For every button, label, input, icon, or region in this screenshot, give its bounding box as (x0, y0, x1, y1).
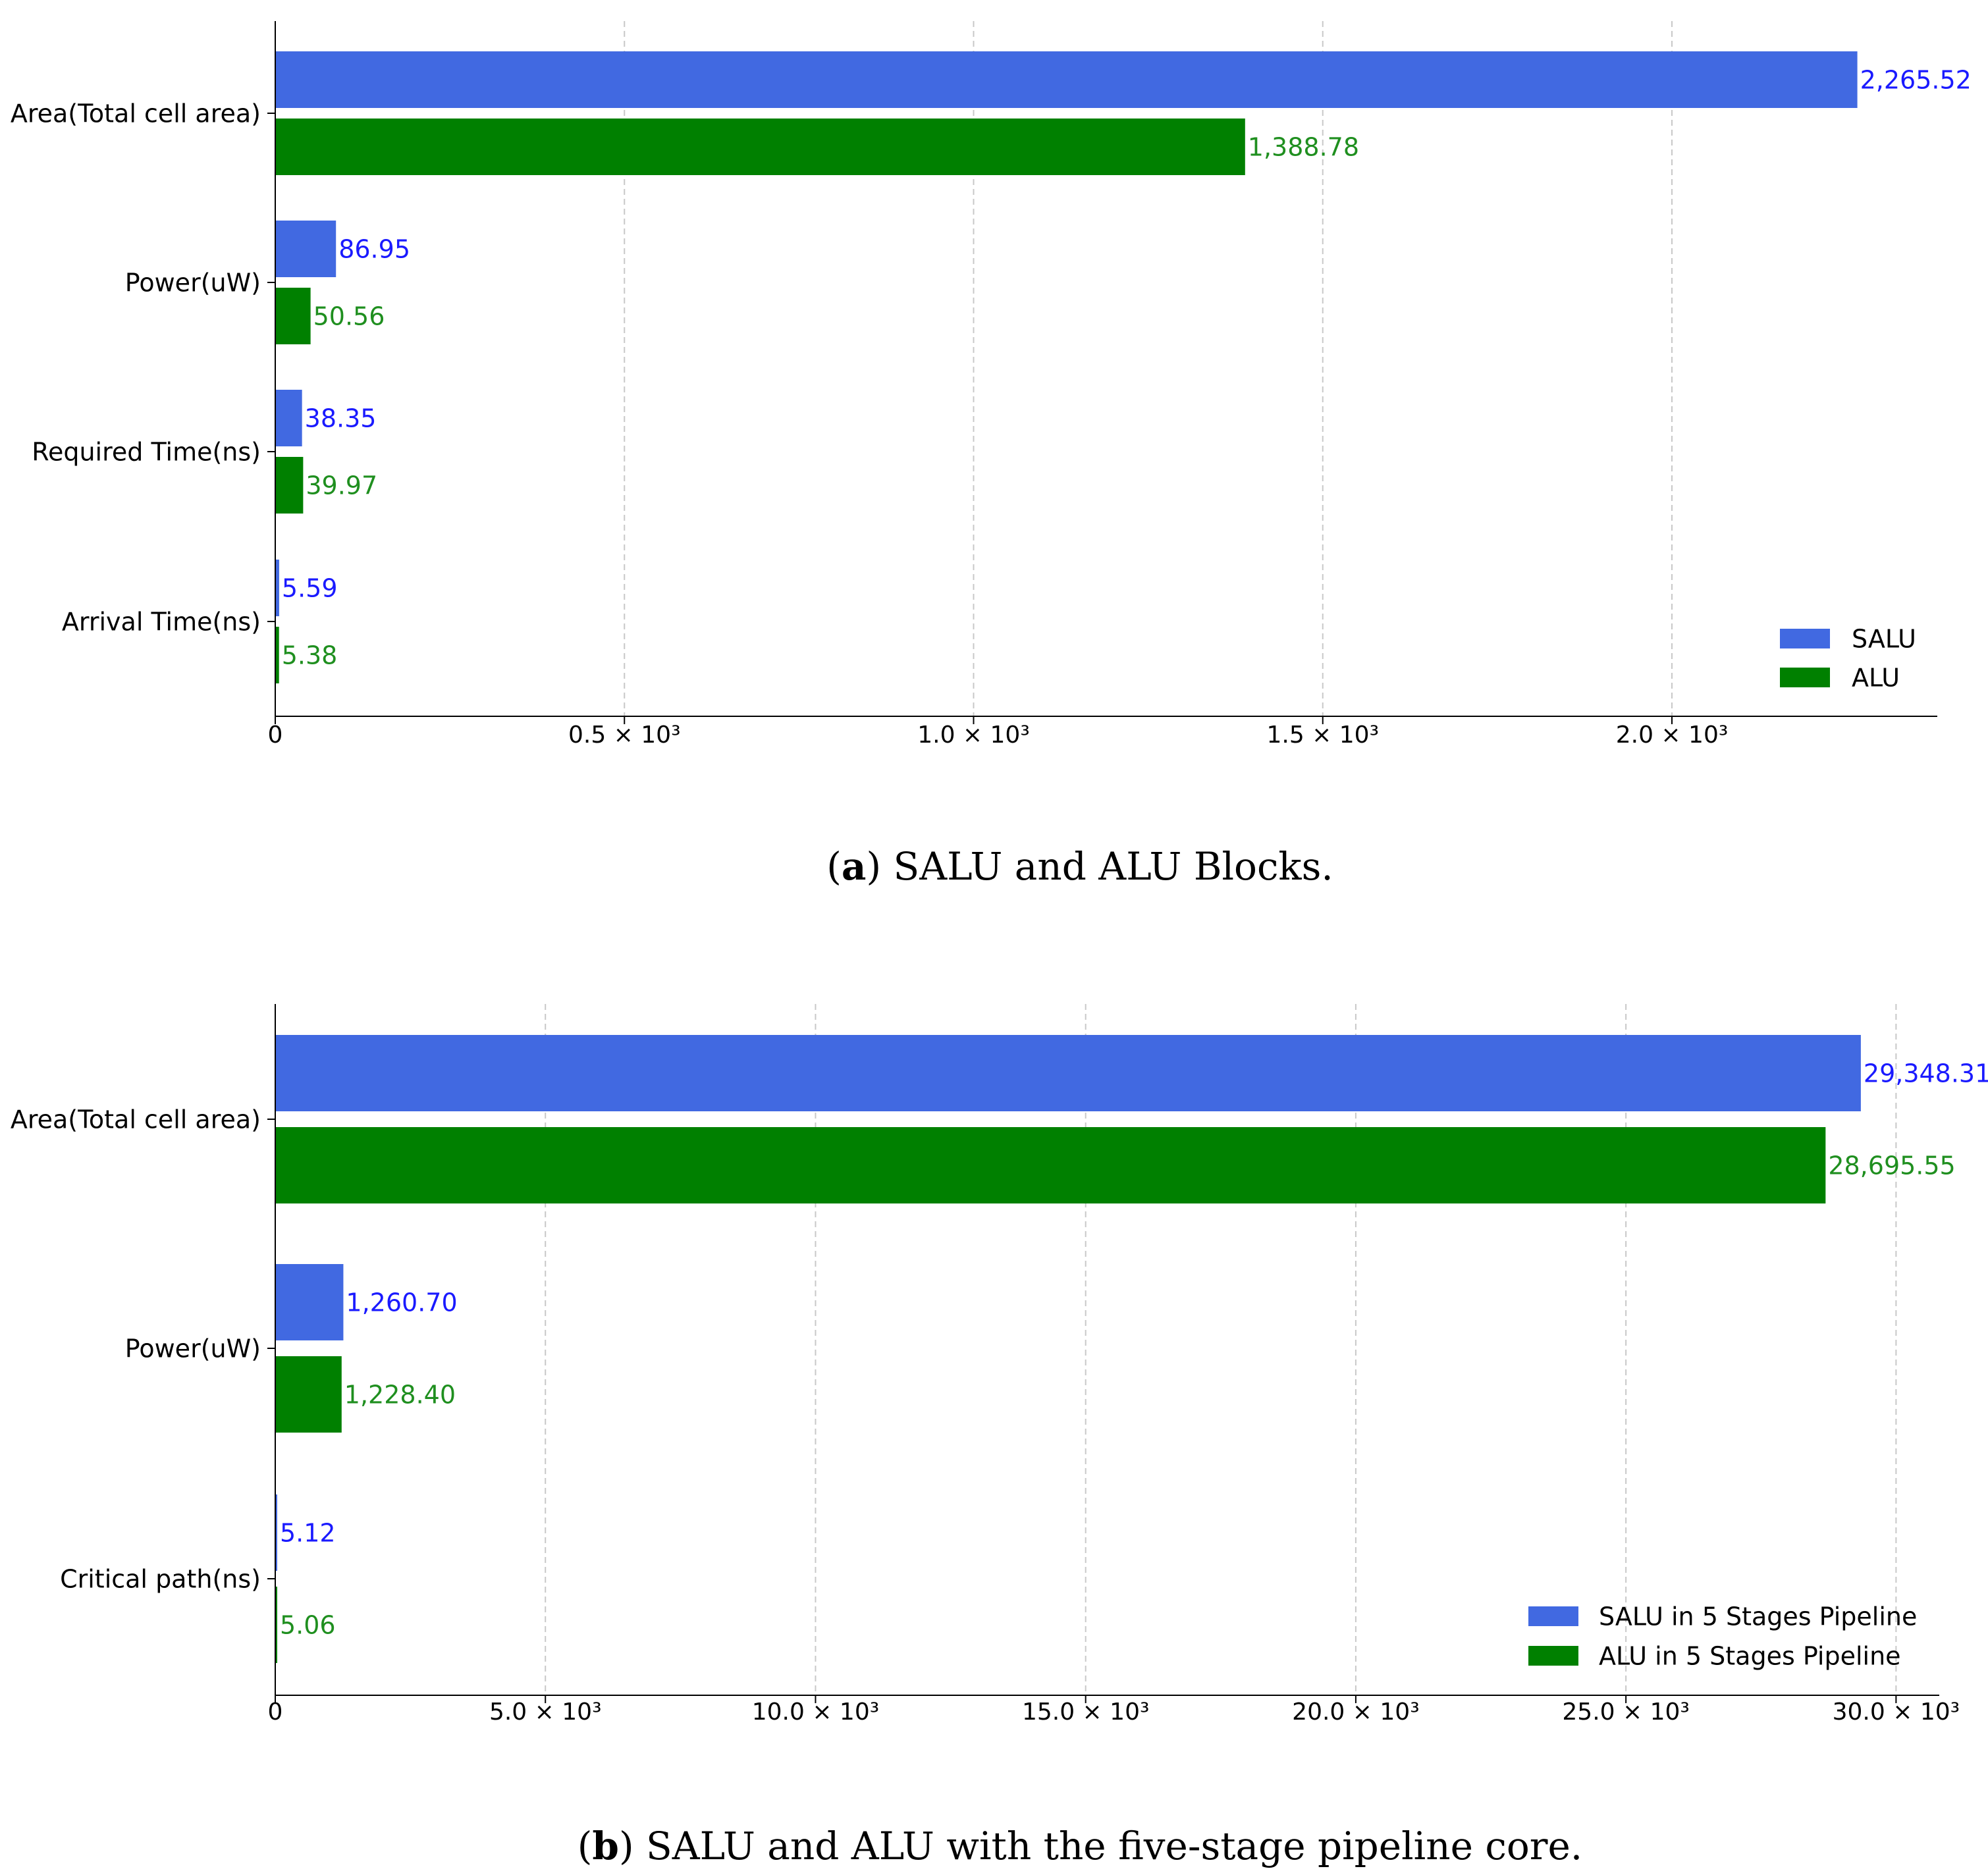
chart-a-bar-s2 (275, 288, 311, 344)
chart-b-xtick-label: 20.0 × 10³ (1292, 1699, 1419, 1726)
chart-a-xtick-label: 1.5 × 10³ (1266, 722, 1379, 749)
chart-b-value-label: 5.12 (280, 1519, 336, 1548)
chart-a-legend-swatch (1780, 629, 1830, 648)
chart-b-bar-s1 (275, 1494, 277, 1571)
chart-a-bar-s1 (275, 221, 336, 277)
chart-a-legend: SALU ALU (1780, 625, 1916, 693)
chart-a-value-label: 5.59 (282, 574, 338, 603)
chart-b-bar-s1 (275, 1035, 1861, 1111)
chart-b-category-label: Critical path(ns) (60, 1565, 261, 1594)
chart-b-value-label: 1,260.70 (346, 1288, 457, 1317)
chart-a-bar-s1 (275, 560, 279, 616)
chart-b-caption: (b) SALU and ALU with the five-stage pip… (578, 1824, 1582, 1868)
chart-a: 2,265.52 1,388.78 86.95 50.56 38.35 39.97 5.59… (11, 21, 1972, 889)
chart-a-category-label: Power(uW) (125, 269, 261, 298)
chart-b-xtick-label: 15.0 × 10³ (1022, 1699, 1149, 1726)
chart-b-legend: SALU in 5 Stages Pipeline ALU in 5 Stages… (1528, 1602, 1917, 1671)
chart-b-category-label: Area(Total cell area) (11, 1105, 261, 1134)
chart-b-legend-swatch (1528, 1646, 1578, 1666)
chart-a-value-label: 39.97 (306, 471, 377, 500)
chart-b-xtick-label: 25.0 × 10³ (1562, 1699, 1689, 1726)
chart-b-xtick-label: 5.0 × 10³ (489, 1699, 602, 1726)
chart-a-category-label: Arrival Time(ns) (62, 608, 261, 637)
chart-a-caption-text: SALU and ALU Blocks. (881, 844, 1333, 889)
chart-a-bar-s1 (275, 390, 302, 446)
chart-a-xtick-label: 1.0 × 10³ (917, 722, 1030, 749)
chart-b-legend-label: ALU in 5 Stages Pipeline (1599, 1642, 1901, 1671)
chart-b-legend-swatch (1528, 1606, 1578, 1626)
chart-b-xtick-label: 30.0 × 10³ (1833, 1699, 1960, 1726)
chart-b-value-label: 28,695.55 (1828, 1151, 1955, 1180)
chart-a-value-label: 1,388.78 (1248, 133, 1359, 162)
chart-a-caption: (a) SALU and ALU Blocks. (826, 844, 1333, 889)
chart-b-bar-s1 (275, 1264, 344, 1340)
chart-b-xtick-label: 10.0 × 10³ (752, 1699, 879, 1726)
chart-a-bar-s2 (275, 627, 279, 683)
chart-b-caption-tag: b (592, 1824, 619, 1868)
chart-b-legend-label: SALU in 5 Stages Pipeline (1599, 1602, 1917, 1631)
chart-a-legend-label: SALU (1852, 625, 1916, 654)
chart-a-xtick-label: 0 (268, 722, 283, 749)
chart-a-xtick-label: 0.5 × 10³ (568, 722, 681, 749)
chart-b-bar-s2 (275, 1587, 277, 1663)
chart-b-xtick-label: 0 (268, 1699, 283, 1726)
chart-b-bar-s2 (275, 1127, 1826, 1203)
chart-a-value-label: 50.56 (313, 302, 385, 331)
chart-a-caption-tag: a (842, 844, 867, 889)
chart-a-legend-swatch (1780, 668, 1830, 687)
chart-b-bar-s2 (275, 1356, 342, 1433)
chart-a-legend-label: ALU (1852, 664, 1900, 693)
chart-a-bar-s2 (275, 119, 1245, 175)
chart-a-bar-s2 (275, 457, 304, 514)
chart-a-value-label: 5.38 (282, 641, 338, 670)
chart-a-bar-s1 (275, 51, 1858, 108)
chart-a-category-label: Area(Total cell area) (11, 99, 261, 128)
chart-a-category-label: Required Time(ns) (32, 438, 261, 467)
chart-b-caption-text: SALU and ALU with the five-stage pipelin… (634, 1824, 1583, 1868)
chart-b: 29,348.31 28,695.55 1,260.70 1,228.40 5.12 5.… (11, 1004, 1988, 1868)
chart-b-value-label: 29,348.31 (1864, 1059, 1988, 1088)
chart-b-category-label: Power(uW) (125, 1334, 261, 1363)
chart-b-value-label: 1,228.40 (344, 1381, 456, 1410)
chart-a-value-label: 38.35 (305, 404, 377, 433)
chart-a-xtick-label: 2.0 × 10³ (1616, 722, 1729, 749)
chart-a-value-label: 2,265.52 (1860, 66, 1972, 95)
chart-b-value-label: 5.06 (280, 1611, 336, 1640)
chart-a-value-label: 86.95 (338, 235, 410, 264)
